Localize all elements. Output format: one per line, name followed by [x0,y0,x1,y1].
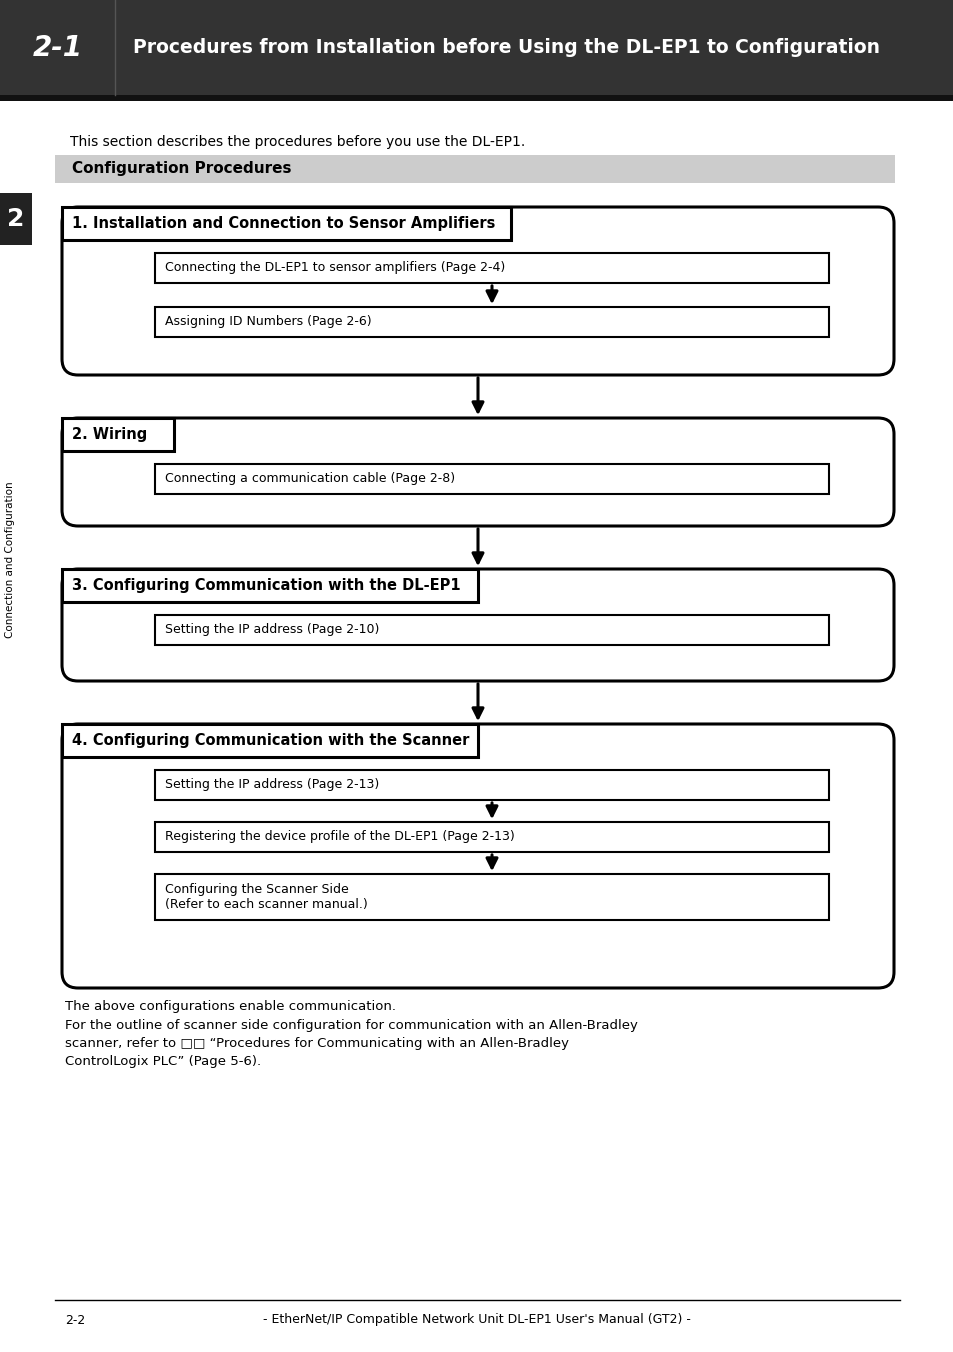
Text: 3. Configuring Communication with the DL-EP1: 3. Configuring Communication with the DL… [71,579,460,594]
Bar [62,207,511,241]
Text: Configuration Procedures: Configuration Procedures [71,161,292,177]
Bar [154,771,828,800]
Text: Configuring the Scanner Side
(Refer to each scanner manual.): Configuring the Scanner Side (Refer to e… [165,883,367,911]
Bar [154,464,828,493]
Text: 2-2: 2-2 [65,1314,85,1326]
Bar [154,307,828,337]
Bar [154,615,828,645]
Text: 4. Configuring Communication with the Scanner: 4. Configuring Communication with the Sc… [71,733,469,748]
Bar [154,822,828,852]
Text: The above configurations enable communication.
For the outline of scanner side c: The above configurations enable communic… [65,1000,638,1068]
Bar [0,0,953,95]
Text: - EtherNet/IP Compatible Network Unit DL-EP1 User's Manual (GT2) -: - EtherNet/IP Compatible Network Unit DL… [263,1314,690,1326]
Bar [62,725,477,757]
Text: 2. Wiring: 2. Wiring [71,427,147,442]
Bar [62,418,173,452]
Bar [0,193,32,245]
Bar [154,873,828,919]
Text: Setting the IP address (Page 2-10): Setting the IP address (Page 2-10) [165,623,379,637]
Text: 2-1: 2-1 [32,34,82,61]
Text: Procedures from Installation before Using the DL-EP1 to Configuration: Procedures from Installation before Usin… [132,38,879,57]
Text: Assigning ID Numbers (Page 2-6): Assigning ID Numbers (Page 2-6) [165,315,372,329]
Text: Connecting a communication cable (Page 2-8): Connecting a communication cable (Page 2… [165,472,455,485]
Bar [55,155,894,183]
Bar [62,569,477,602]
FancyBboxPatch shape [62,207,893,375]
Text: Registering the device profile of the DL-EP1 (Page 2-13): Registering the device profile of the DL… [165,830,515,844]
Text: 1. Installation and Connection to Sensor Amplifiers: 1. Installation and Connection to Sensor… [71,216,495,231]
Text: Connection and Configuration: Connection and Configuration [5,481,15,638]
Text: 2: 2 [8,207,25,231]
FancyBboxPatch shape [62,569,893,681]
Text: Setting the IP address (Page 2-13): Setting the IP address (Page 2-13) [165,779,379,791]
Text: This section describes the procedures before you use the DL-EP1.: This section describes the procedures be… [70,135,525,149]
FancyBboxPatch shape [62,725,893,988]
Bar [0,95,953,101]
Text: Connecting the DL-EP1 to sensor amplifiers (Page 2-4): Connecting the DL-EP1 to sensor amplifie… [165,261,505,274]
FancyBboxPatch shape [62,418,893,526]
Bar [154,253,828,283]
